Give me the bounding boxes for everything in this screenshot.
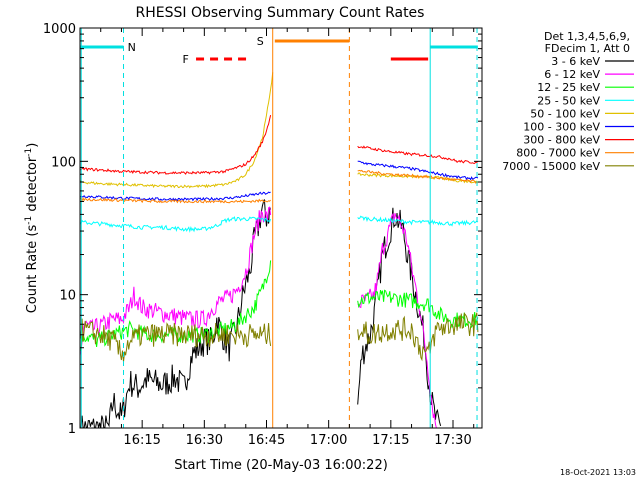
series-line-4: [80, 72, 479, 189]
flag-label-S: S: [257, 35, 264, 48]
flag-label-F: F: [183, 53, 189, 66]
x-tick-label-4: 17:15: [372, 433, 409, 448]
x-tick-label-0: 16:15: [123, 433, 160, 448]
legend-label-3: 25 - 50 keV: [537, 94, 600, 107]
legend-label-0: 3 - 6 keV: [551, 55, 600, 68]
x-tick-label-1: 16:30: [186, 433, 223, 448]
y-tick-label-2: 100: [51, 155, 76, 170]
plot-content: N F S 16:15 16:30 16:45 17:00 17:15 17:30 1 10 100 1…: [43, 22, 483, 448]
x-tick-label-3: 17:00: [310, 433, 347, 448]
series-line-7: [80, 169, 479, 204]
legend-label-5: 100 - 300 keV: [523, 121, 600, 134]
plot-frame: [79, 27, 483, 429]
legend-label-8: 7000 - 15000 keV: [502, 160, 600, 173]
legend-label-6: 300 - 800 keV: [523, 134, 600, 147]
series-line-8: [80, 312, 479, 362]
footer-date: 18-Oct-2021 13:03: [560, 468, 636, 477]
series-line-1: [80, 206, 437, 428]
legend-header-line-1: Det 1,3,4,5,6,9,: [544, 30, 630, 43]
y-tick-label-0: 1: [68, 422, 76, 437]
series-line-0: [80, 199, 442, 428]
series-line-6: [80, 114, 479, 175]
flag-label-N: N: [128, 41, 136, 54]
series-line-3: [80, 215, 479, 233]
y-tick-label-1: 10: [59, 289, 76, 304]
y-axis-label: Count Rate (s-1 detector-1): [24, 143, 40, 314]
legend-label-1: 6 - 12 keV: [544, 68, 600, 81]
legend-label-4: 50 - 100 keV: [530, 107, 600, 120]
series-line-5: [80, 160, 479, 202]
y-tick-label-3: 1000: [43, 22, 76, 37]
legend-label-2: 12 - 25 keV: [537, 81, 600, 94]
legend-header-line-2: FDecim 1, Att 0: [545, 42, 630, 55]
x-tick-label-5: 17:30: [434, 433, 471, 448]
x-tick-label-2: 16:45: [248, 433, 285, 448]
legend-label-7: 800 - 7000 keV: [516, 147, 600, 160]
chart-title: RHESSI Observing Summary Count Rates: [136, 5, 425, 21]
x-axis-label: Start Time (20-May-03 16:00:22): [174, 458, 388, 473]
